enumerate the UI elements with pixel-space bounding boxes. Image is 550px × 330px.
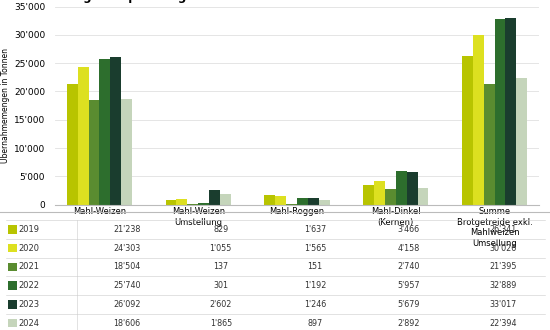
Text: 5'957: 5'957 (398, 281, 420, 290)
Bar (374, 181, 385, 205)
Y-axis label: Übernahmemengen in Tonnen: Übernahmemengen in Tonnen (0, 48, 10, 163)
Bar (265, 195, 275, 205)
Text: 21'395: 21'395 (490, 262, 516, 271)
Text: 2022: 2022 (19, 281, 40, 290)
Text: 3'466: 3'466 (398, 225, 420, 234)
Text: 5'679: 5'679 (398, 300, 420, 309)
Bar (177, 199, 188, 205)
Bar (275, 196, 286, 205)
Bar (297, 198, 308, 205)
Bar (473, 35, 483, 205)
Text: 1'637: 1'637 (304, 225, 326, 234)
Text: 2'740: 2'740 (398, 262, 420, 271)
Bar (198, 203, 209, 205)
Bar (8, 263, 17, 271)
Bar (67, 84, 78, 205)
Text: 1'192: 1'192 (304, 281, 326, 290)
Text: 33'017: 33'017 (490, 300, 516, 309)
Text: 301: 301 (213, 281, 228, 290)
Bar (121, 99, 132, 205)
Bar (396, 171, 406, 205)
Text: 1'565: 1'565 (304, 244, 326, 253)
Text: 4'158: 4'158 (398, 244, 420, 253)
Bar (8, 281, 17, 290)
Bar (406, 173, 417, 205)
Text: 1'246: 1'246 (304, 300, 326, 309)
Bar (100, 59, 111, 205)
Text: 2019: 2019 (19, 225, 40, 234)
Text: 32'889: 32'889 (490, 281, 516, 290)
Text: 25'740: 25'740 (113, 281, 141, 290)
Bar (319, 200, 329, 205)
Bar (308, 198, 319, 205)
Text: 2'602: 2'602 (210, 300, 232, 309)
Bar (462, 55, 473, 205)
Bar (188, 204, 198, 205)
Bar (417, 188, 428, 205)
Bar (8, 244, 17, 252)
Text: 21'238: 21'238 (113, 225, 140, 234)
Text: 2023: 2023 (19, 300, 40, 309)
Bar (385, 189, 396, 205)
Text: 26'092: 26'092 (113, 300, 141, 309)
Bar (286, 204, 297, 205)
Text: 2020: 2020 (19, 244, 40, 253)
Bar (363, 185, 374, 205)
Bar (209, 190, 220, 205)
Bar (78, 67, 89, 205)
Text: Entwicklung Knospe-Brotgetreide: Entwicklung Knospe-Brotgetreide (12, 0, 235, 3)
Text: 22'394: 22'394 (490, 318, 516, 328)
Text: 26'341: 26'341 (490, 225, 516, 234)
Text: 18'504: 18'504 (113, 262, 140, 271)
Text: 151: 151 (307, 262, 322, 271)
Bar (89, 100, 100, 205)
Bar (505, 18, 516, 205)
Text: 897: 897 (307, 318, 322, 328)
Bar (483, 83, 494, 205)
Text: 2021: 2021 (19, 262, 40, 271)
Text: 2024: 2024 (19, 318, 40, 328)
Bar (516, 78, 527, 205)
Bar (111, 57, 121, 205)
Text: 829: 829 (213, 225, 228, 234)
Text: 30'026: 30'026 (490, 244, 516, 253)
Text: 137: 137 (213, 262, 228, 271)
Text: 1'055: 1'055 (210, 244, 232, 253)
Text: 24'303: 24'303 (113, 244, 140, 253)
Bar (8, 319, 17, 327)
Text: 1'865: 1'865 (210, 318, 232, 328)
Bar (8, 225, 17, 234)
Bar (220, 194, 231, 205)
Text: 2'892: 2'892 (398, 318, 420, 328)
Text: 18'606: 18'606 (113, 318, 140, 328)
Bar (166, 200, 177, 205)
Bar (8, 300, 17, 309)
Bar (494, 18, 505, 205)
